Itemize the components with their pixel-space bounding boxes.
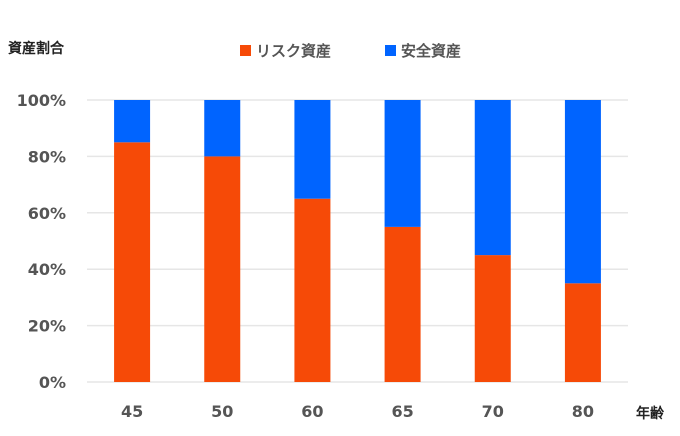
x-tick-label: 50 bbox=[211, 402, 233, 421]
y-tick-label: 0% bbox=[39, 373, 66, 392]
bar-safe bbox=[384, 100, 421, 227]
x-axis-label: 年齢 bbox=[636, 405, 665, 422]
bar-risk bbox=[294, 198, 331, 382]
y-tick-label: 60% bbox=[28, 204, 66, 223]
y-tick-label: 20% bbox=[28, 317, 66, 336]
bar-safe bbox=[474, 100, 511, 256]
legend-label-safe: 安全資産 bbox=[401, 42, 461, 60]
x-tick-label: 80 bbox=[572, 402, 594, 421]
legend-swatch-safe bbox=[385, 45, 396, 56]
bar-risk bbox=[384, 226, 421, 382]
x-tick-label: 60 bbox=[301, 402, 323, 421]
bar-safe bbox=[204, 100, 241, 157]
y-tick-label: 100% bbox=[17, 91, 66, 110]
x-tick-label: 65 bbox=[391, 402, 413, 421]
y-tick-label: 80% bbox=[28, 147, 66, 166]
y-tick-label: 40% bbox=[28, 260, 66, 279]
bar-risk bbox=[474, 255, 511, 382]
x-tick-label: 70 bbox=[482, 402, 504, 421]
bar-safe bbox=[294, 100, 331, 199]
x-tick-label: 45 bbox=[121, 402, 143, 421]
bar-risk bbox=[204, 156, 241, 382]
y-axis-label: 資産割合 bbox=[8, 40, 65, 57]
bar-risk bbox=[114, 142, 151, 382]
bar-safe bbox=[114, 100, 151, 143]
legend-label-risk: リスク資産 bbox=[256, 42, 331, 60]
bar-safe bbox=[564, 100, 601, 284]
legend-swatch-risk bbox=[240, 45, 251, 56]
legend: リスク資産 安全資産 bbox=[240, 42, 461, 60]
bar-risk bbox=[564, 283, 601, 382]
